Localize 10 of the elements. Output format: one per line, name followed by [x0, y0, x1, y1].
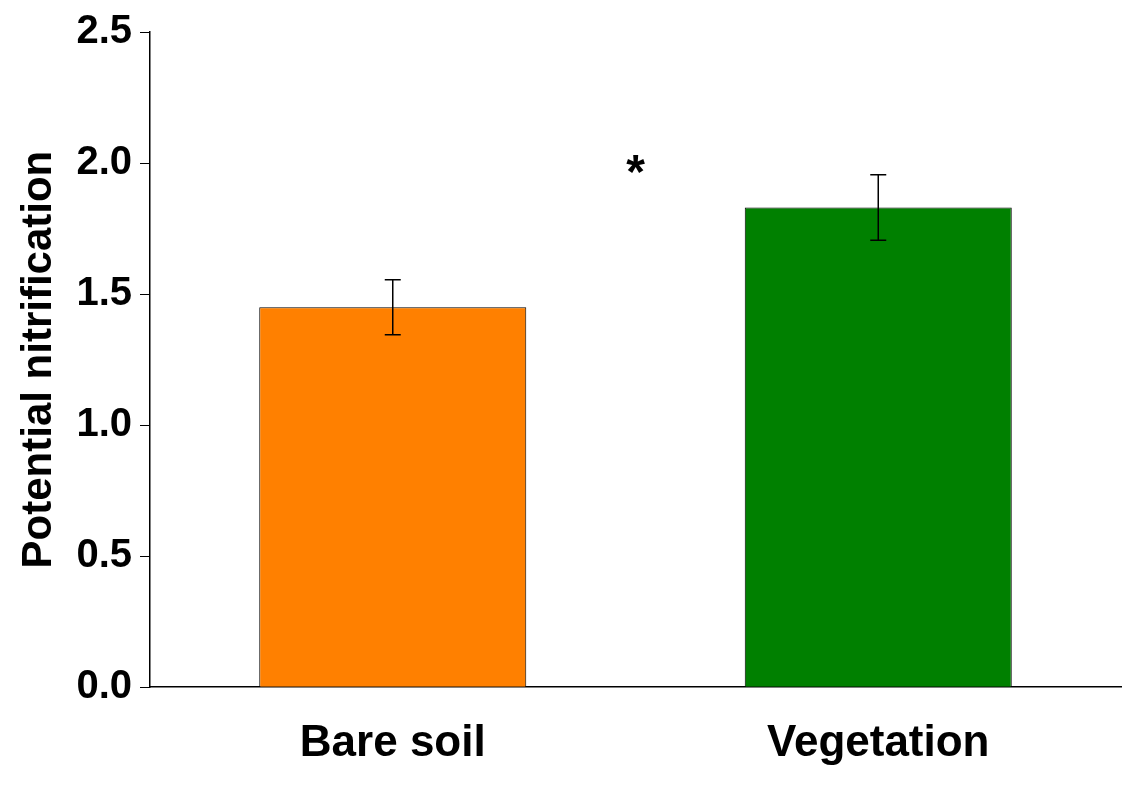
y-tick-label: 1.5 — [76, 269, 133, 314]
y-tick-label: 0.0 — [76, 662, 133, 707]
y-axis-title: Potential nitrification — [12, 150, 60, 569]
y-tick-label: 2.5 — [76, 7, 133, 52]
y-tick-label: 2.0 — [76, 138, 133, 183]
y-tick-label: 0.5 — [76, 531, 133, 576]
y-tick-label: 1.0 — [76, 400, 133, 445]
x-tick-label: Bare soil — [299, 715, 486, 765]
annotation: * — [626, 144, 646, 198]
x-tick-label: Vegetation — [767, 715, 990, 765]
